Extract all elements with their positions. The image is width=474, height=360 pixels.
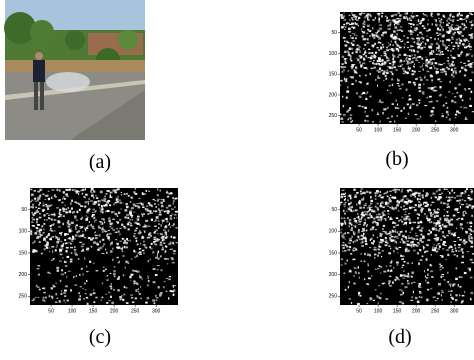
x-tick-label: 100 <box>374 127 383 133</box>
x-tick-label: 150 <box>393 127 402 133</box>
y-tick-label: 250 <box>19 294 28 300</box>
x-tick-label: 200 <box>412 127 421 133</box>
figure: (a) 50 100 150 200 250 300 50 100 150 200 250 (b) 50… <box>0 0 474 360</box>
y-tick-label: 100 <box>19 229 28 235</box>
x-tick-label: 100 <box>374 308 383 314</box>
x-tick-label: 200 <box>412 308 421 314</box>
y-tick-label: 100 <box>329 229 338 235</box>
x-tick-label: 50 <box>356 127 362 133</box>
y-tick-label: 250 <box>329 113 338 119</box>
y-tick-label: 200 <box>19 272 28 278</box>
y-tick-label: 50 <box>21 207 27 213</box>
x-tick-label: 250 <box>431 308 440 314</box>
x-tick-label: 50 <box>356 308 362 314</box>
caption: (d) <box>388 326 411 348</box>
x-tick-label: 50 <box>48 308 54 314</box>
x-tick-label: 250 <box>431 127 440 133</box>
y-tick-label: 200 <box>329 272 338 278</box>
y-tick-label: 50 <box>331 207 337 213</box>
y-tick-label: 50 <box>331 30 337 36</box>
photo <box>4 0 145 140</box>
y-tick-label: 200 <box>329 92 338 98</box>
x-tick-label: 250 <box>131 308 140 314</box>
x-tick-label: 300 <box>152 308 161 314</box>
caption: (b) <box>385 148 408 170</box>
x-tick-label: 150 <box>393 308 402 314</box>
y-tick-label: 250 <box>329 294 338 300</box>
x-tick-label: 300 <box>450 308 459 314</box>
caption: (a) <box>89 151 111 173</box>
y-tick-label: 150 <box>329 72 338 78</box>
x-tick-label: 100 <box>68 308 77 314</box>
x-tick-label: 300 <box>450 127 459 133</box>
y-tick-label: 150 <box>19 250 28 256</box>
y-tick-label: 150 <box>329 250 338 256</box>
y-tick-label: 100 <box>329 51 338 57</box>
x-tick-label: 200 <box>110 308 119 314</box>
x-tick-label: 150 <box>89 308 98 314</box>
caption: (c) <box>89 326 111 348</box>
